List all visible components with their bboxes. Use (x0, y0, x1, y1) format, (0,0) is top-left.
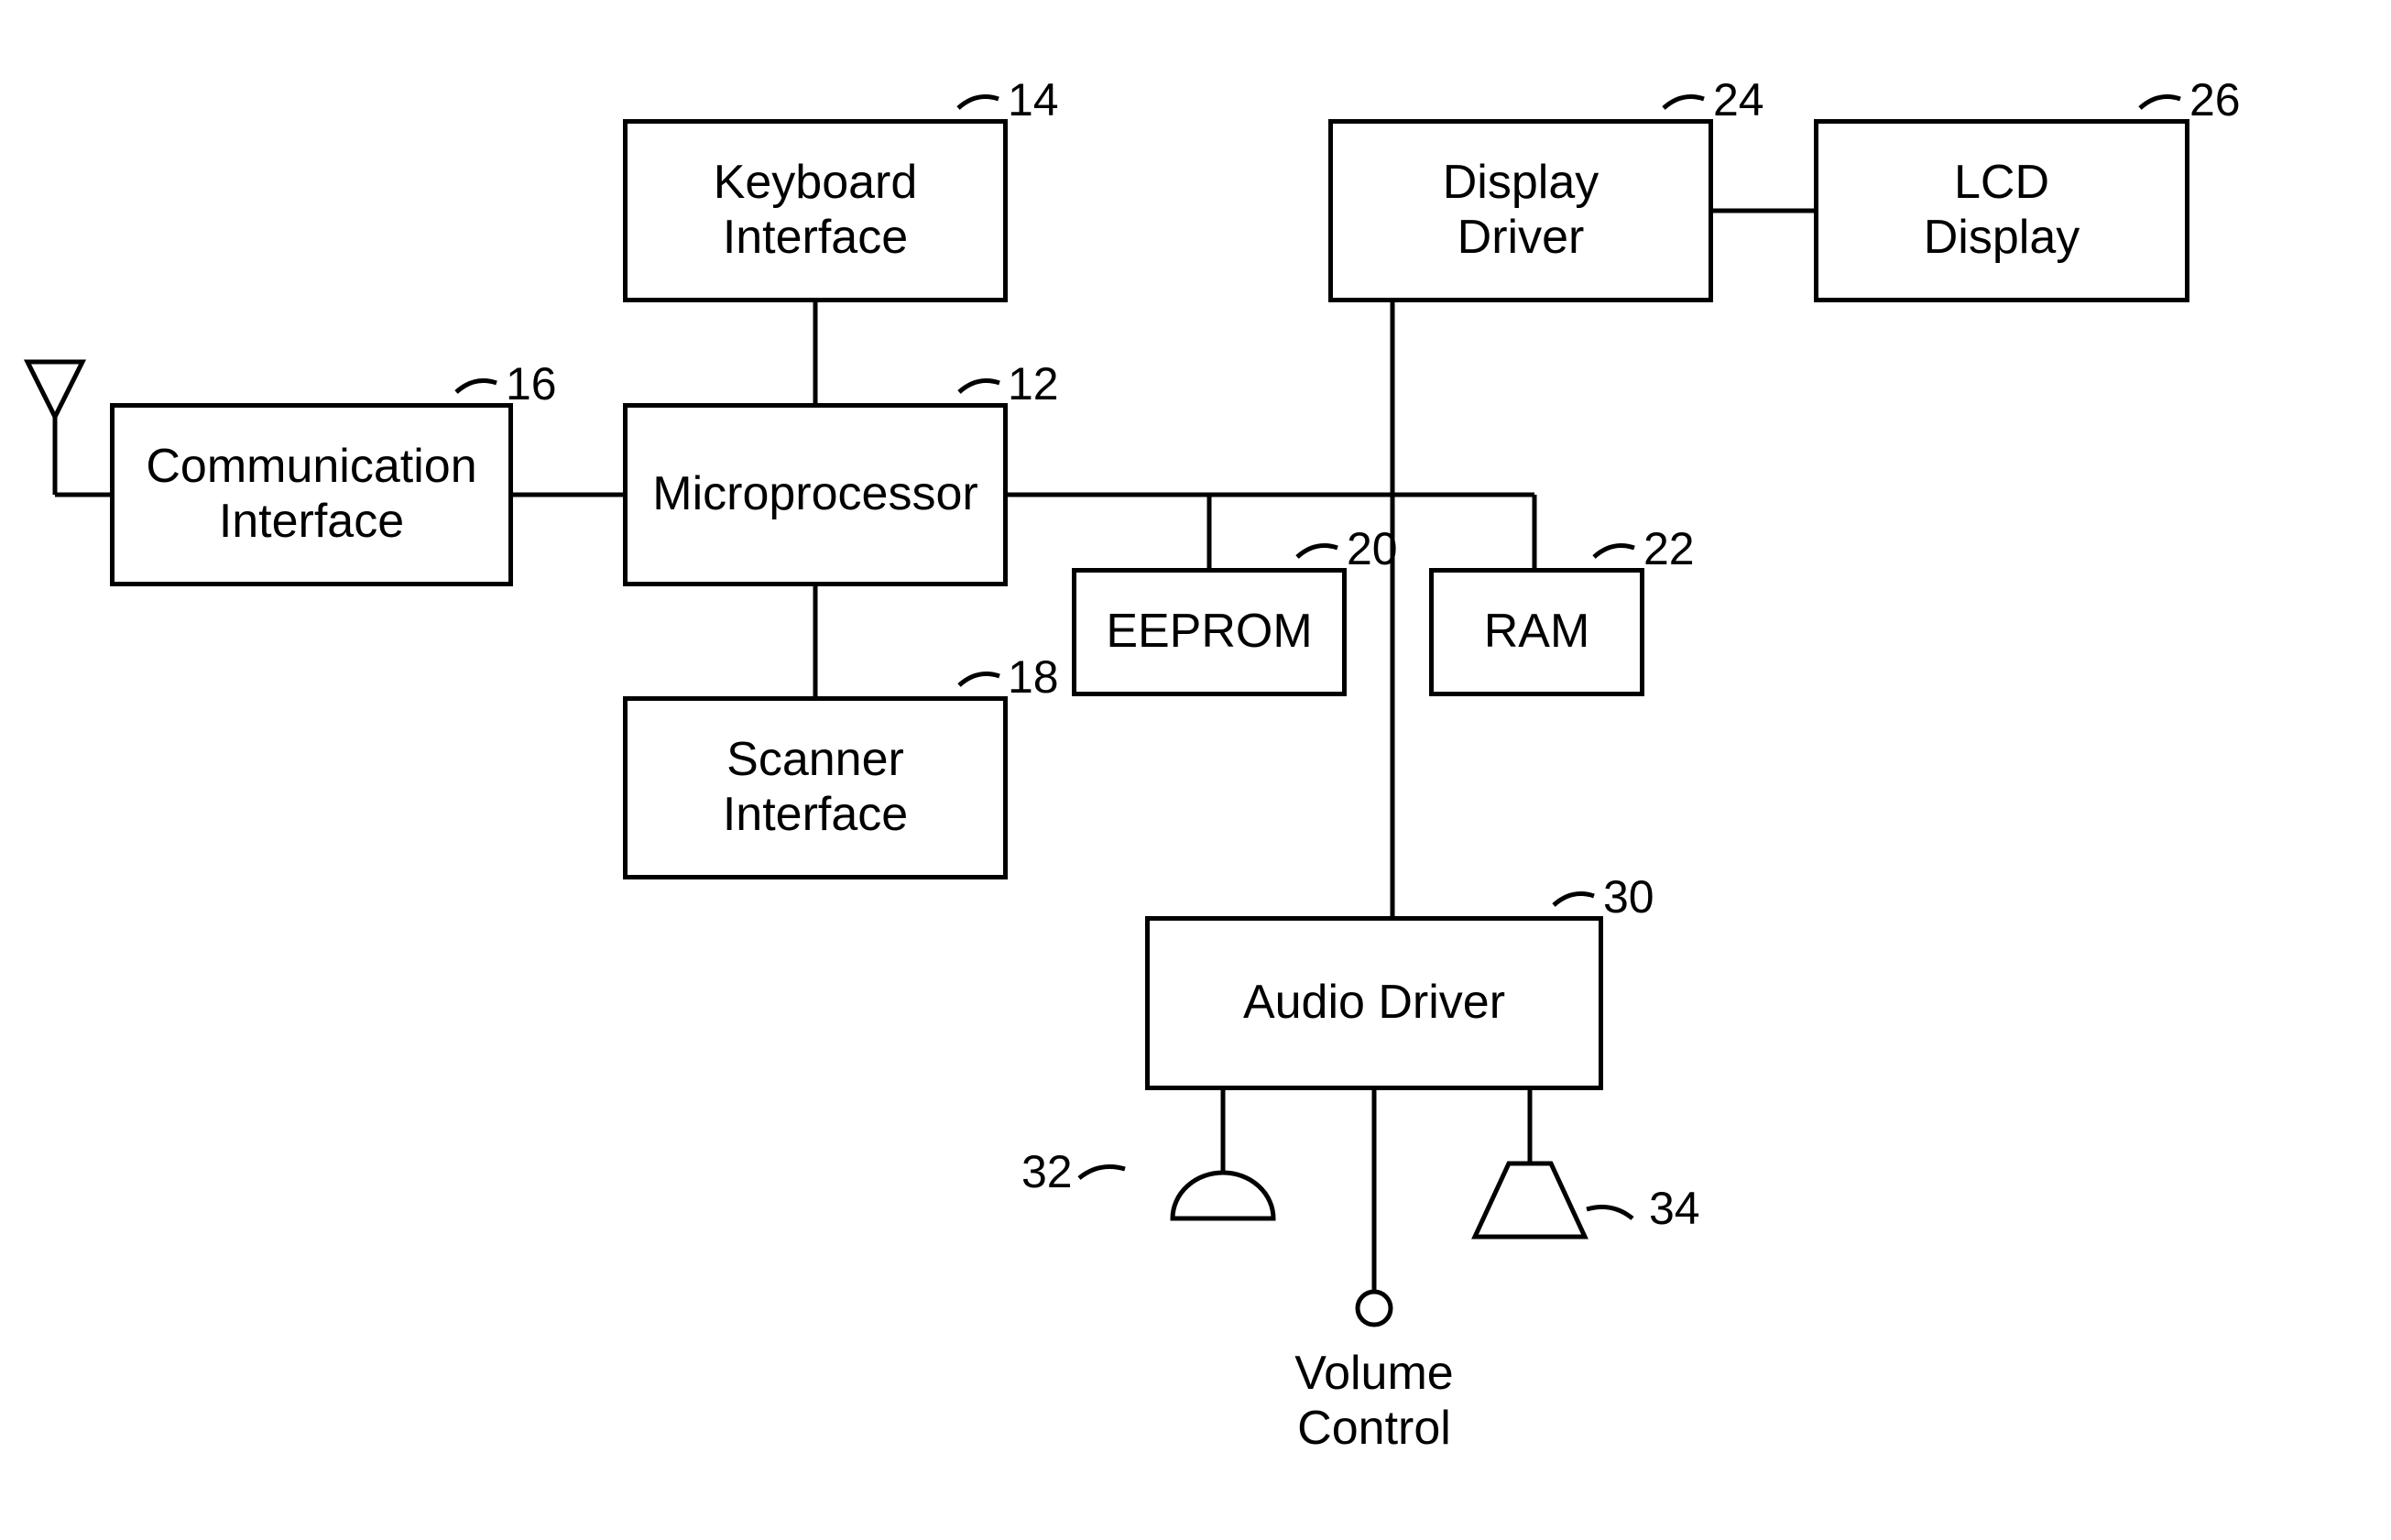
block-ram: RAM (1429, 568, 1644, 696)
block-label: Keyboard (714, 156, 918, 209)
ref-number: 20 (1347, 522, 1398, 575)
block-keyboard-interface: Keyboard Interface (623, 119, 1008, 302)
block-label: EEPROM (1106, 605, 1312, 660)
block-label: Communication (146, 440, 476, 493)
ref-number: 26 (2189, 73, 2241, 126)
block-label: Scanner (726, 733, 904, 786)
block-communication-interface: Communication Interface (110, 403, 513, 586)
ref-number: 34 (1649, 1182, 1700, 1235)
block-label: Audio Driver (1243, 976, 1505, 1031)
block-audio-driver: Audio Driver (1145, 916, 1603, 1090)
block-label: LCD (1954, 156, 2049, 209)
block-microprocessor: Microprocessor (623, 403, 1008, 586)
block-display-driver: Display Driver (1328, 119, 1713, 302)
ref-number: 32 (1021, 1145, 1073, 1198)
volume-control-label: Volume Control (1287, 1347, 1461, 1457)
block-label: Interface (219, 495, 404, 548)
block-label: Microprocessor (652, 467, 977, 522)
block-eeprom: EEPROM (1072, 568, 1347, 696)
ref-number: 22 (1643, 522, 1695, 575)
block-diagram: Keyboard Interface 14 Communication Inte… (0, 0, 2391, 1540)
label-text: Volume (1294, 1347, 1453, 1400)
block-lcd-display: LCD Display (1814, 119, 2189, 302)
ref-number: 14 (1008, 73, 1059, 126)
block-scanner-interface: Scanner Interface (623, 696, 1008, 879)
block-label: Interface (723, 788, 908, 841)
block-label: RAM (1484, 605, 1590, 660)
label-text: Control (1297, 1402, 1451, 1455)
ref-number: 24 (1713, 73, 1764, 126)
ref-number: 16 (506, 357, 557, 410)
ref-number: 30 (1603, 870, 1654, 923)
block-label: Interface (723, 211, 908, 264)
block-label: Display (1924, 211, 2080, 264)
ref-number: 18 (1008, 650, 1059, 704)
block-label: Display (1443, 156, 1599, 209)
ref-number: 12 (1008, 357, 1059, 410)
block-label: Driver (1458, 211, 1585, 264)
